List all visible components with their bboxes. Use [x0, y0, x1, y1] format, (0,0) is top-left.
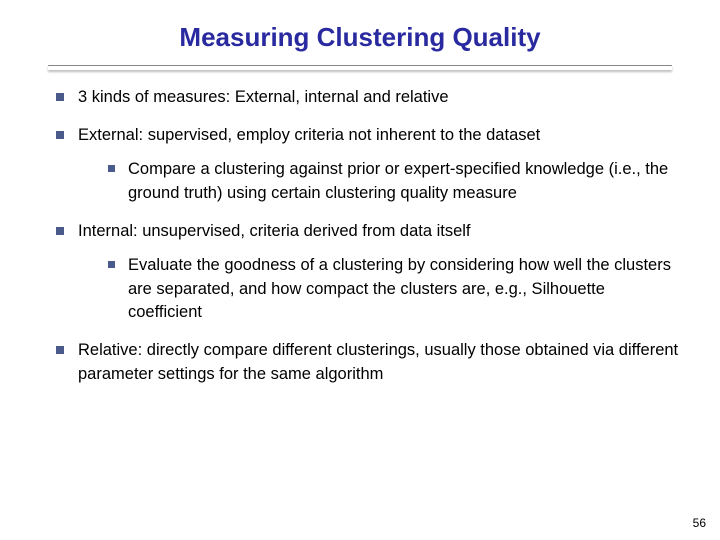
bullet-sublist: Evaluate the goodness of a clustering by… — [108, 254, 680, 326]
bullet-sublist: Compare a clustering against prior or ex… — [108, 158, 680, 206]
list-item-text: Internal: unsupervised, criteria derived… — [78, 222, 471, 240]
list-item: External: supervised, employ criteria no… — [56, 124, 680, 206]
list-item: Compare a clustering against prior or ex… — [108, 158, 680, 206]
slide: Measuring Clustering Quality 3 kinds of … — [0, 0, 720, 540]
slide-body: 3 kinds of measures: External, internal … — [0, 70, 720, 387]
list-item-text: Compare a clustering against prior or ex… — [128, 160, 668, 202]
list-item-text: 3 kinds of measures: External, internal … — [78, 88, 449, 106]
list-item: Evaluate the goodness of a clustering by… — [108, 254, 680, 326]
list-item-text: Relative: directly compare different clu… — [78, 341, 678, 383]
list-item: 3 kinds of measures: External, internal … — [56, 86, 680, 110]
list-item-text: External: supervised, employ criteria no… — [78, 126, 540, 144]
page-number: 56 — [693, 516, 706, 530]
bullet-list: 3 kinds of measures: External, internal … — [56, 86, 680, 387]
list-item: Relative: directly compare different clu… — [56, 339, 680, 387]
slide-title: Measuring Clustering Quality — [0, 0, 720, 61]
list-item: Internal: unsupervised, criteria derived… — [56, 220, 680, 326]
list-item-text: Evaluate the goodness of a clustering by… — [128, 256, 671, 322]
